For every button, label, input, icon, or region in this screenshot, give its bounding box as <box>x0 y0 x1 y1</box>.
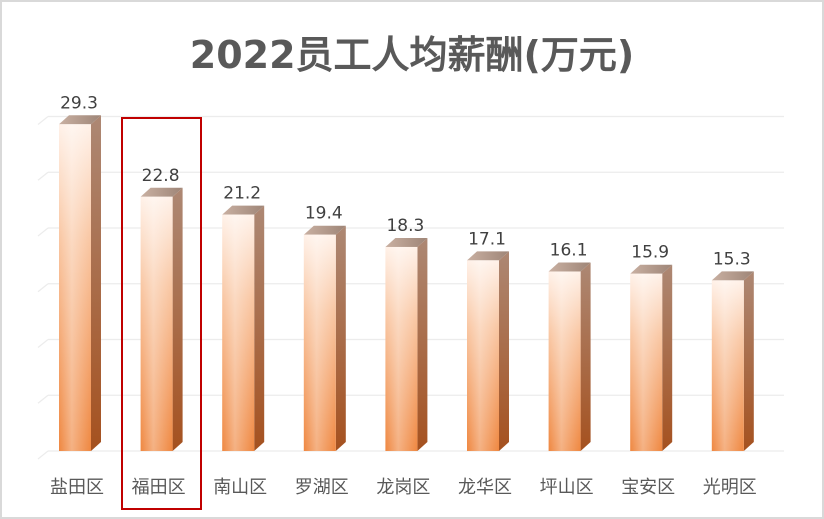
data-label: 18.3 <box>386 216 424 236</box>
bar <box>467 251 509 451</box>
bar-side <box>254 205 265 451</box>
data-label: 17.1 <box>468 229 506 249</box>
bar-side <box>662 264 673 451</box>
category-label: 福田区 <box>132 477 186 498</box>
category-label: 坪山区 <box>540 477 594 498</box>
category-label: 光明区 <box>703 477 757 498</box>
bar-side <box>743 271 754 451</box>
bar-top <box>630 264 673 274</box>
category-label: 罗湖区 <box>295 477 349 498</box>
bar-side <box>335 225 346 451</box>
bar <box>548 262 591 451</box>
gridline-depth <box>37 394 49 404</box>
bar-top <box>59 115 101 125</box>
bar-top <box>222 205 265 215</box>
bar <box>222 205 265 451</box>
bar <box>303 225 346 451</box>
gridline-depth <box>37 339 49 348</box>
data-label: 15.9 <box>631 243 669 263</box>
data-label: 22.8 <box>142 166 180 186</box>
bar-top <box>548 262 591 272</box>
category-axis: 盐田区 福田区 南山区 罗湖区 龙岗区 龙华区 坪山区 宝安区 光明区 <box>50 477 757 498</box>
chart-title: 2022员工人均薪酬(万元) <box>189 33 635 77</box>
data-labels: 29.3 22.8 21.2 19.4 18.3 17.1 16.1 15.9 15.3 <box>60 93 751 269</box>
bar-top <box>711 271 754 281</box>
highlight-box-futian <box>120 117 202 510</box>
bar-side <box>499 251 509 451</box>
category-label: 宝安区 <box>621 477 675 498</box>
bar <box>385 237 428 451</box>
gridline-depth <box>37 227 49 237</box>
category-label: 盐田区 <box>50 477 104 498</box>
data-label: 16.1 <box>550 240 588 260</box>
bar-series <box>59 115 754 452</box>
bar-side <box>91 115 101 452</box>
bar-top <box>303 225 346 235</box>
data-label: 21.2 <box>223 184 261 204</box>
gridline-depth <box>37 283 49 293</box>
bar-side <box>417 237 428 451</box>
category-label: 龙华区 <box>458 477 512 498</box>
gridline-depth <box>37 450 49 460</box>
category-label: 龙岗区 <box>376 477 430 498</box>
category-label: 南山区 <box>213 477 267 498</box>
bar <box>711 271 754 451</box>
bar-top <box>385 237 428 247</box>
bar-top <box>467 251 509 261</box>
bar <box>59 115 101 452</box>
bar <box>140 187 183 451</box>
bar-top <box>140 187 183 197</box>
bar-side <box>172 187 183 451</box>
gridline-depth <box>37 171 49 181</box>
bar-side <box>580 262 591 451</box>
data-label: 19.4 <box>305 204 343 224</box>
gridline-depth <box>37 116 49 125</box>
bar <box>630 264 673 451</box>
data-label: 15.3 <box>713 249 751 269</box>
data-label: 29.3 <box>60 93 98 113</box>
